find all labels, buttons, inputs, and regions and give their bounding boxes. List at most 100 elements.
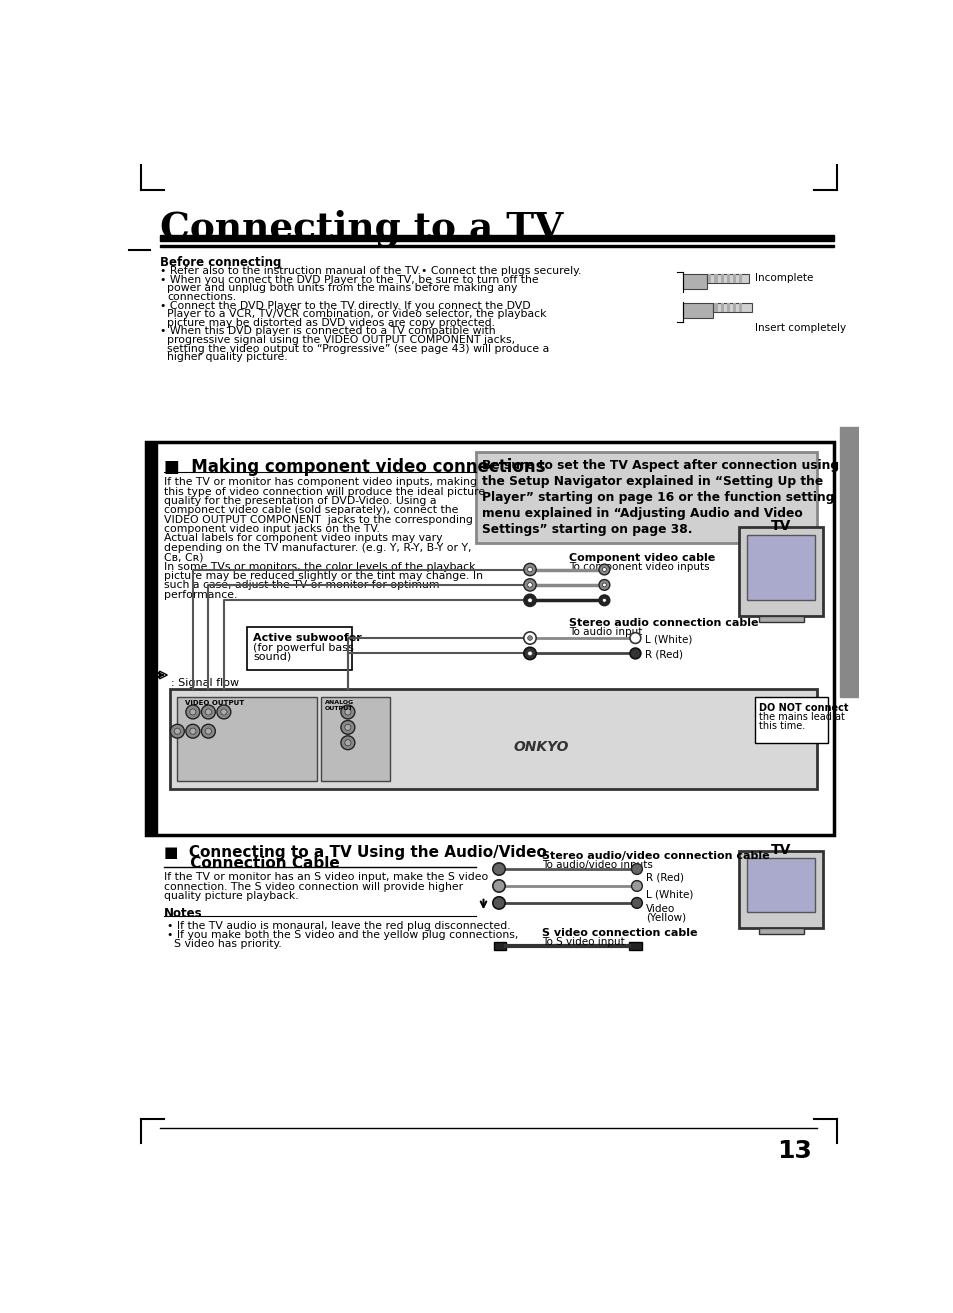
- Text: componect video cable (sold separately), connect the: componect video cable (sold separately),…: [164, 506, 458, 515]
- Circle shape: [523, 563, 536, 575]
- Bar: [732, 303, 736, 312]
- Text: • If you make both the S video and the yellow plug connections,: • If you make both the S video and the y…: [167, 930, 518, 940]
- Circle shape: [629, 633, 640, 643]
- Text: quality picture playback.: quality picture playback.: [164, 892, 298, 901]
- Text: TV: TV: [770, 843, 790, 857]
- Circle shape: [201, 725, 215, 738]
- Text: Before connecting: Before connecting: [159, 256, 280, 269]
- Circle shape: [523, 647, 536, 659]
- Text: • Connect the DVD Player to the TV directly. If you connect the DVD: • Connect the DVD Player to the TV direc…: [159, 301, 530, 311]
- Circle shape: [523, 595, 536, 607]
- Bar: [720, 303, 723, 312]
- Bar: [159, 246, 833, 247]
- Circle shape: [190, 709, 195, 716]
- Bar: [758, 616, 802, 622]
- Text: Player to a VCR, TV/VCR combination, or video selector, the playback: Player to a VCR, TV/VCR combination, or …: [167, 310, 546, 319]
- Text: To component video inputs: To component video inputs: [568, 562, 709, 571]
- Circle shape: [344, 709, 351, 716]
- Text: sound): sound): [253, 651, 292, 662]
- Bar: [629, 943, 641, 949]
- Text: ■  Connecting to a TV Using the Audio/Video: ■ Connecting to a TV Using the Audio/Vid…: [164, 846, 546, 860]
- Text: connection. The S video connection will provide higher: connection. The S video connection will …: [164, 882, 463, 892]
- Bar: [170, 689, 816, 789]
- Bar: [739, 274, 741, 284]
- Text: • If the TV audio is monaural, leave the red plug disconnected.: • If the TV audio is monaural, leave the…: [167, 920, 511, 931]
- Text: Connection Cable: Connection Cable: [164, 856, 339, 871]
- Bar: [706, 274, 748, 284]
- Text: menu explained in “Adjusting Audio and Video: menu explained in “Adjusting Audio and V…: [481, 507, 801, 520]
- Text: Be sure to set the TV Aspect after connection using: Be sure to set the TV Aspect after conne…: [481, 458, 839, 471]
- Text: this time.: this time.: [758, 721, 804, 731]
- Text: the mains lead at: the mains lead at: [758, 712, 843, 722]
- Bar: [682, 274, 706, 289]
- Text: quality for the presentation of DVD-Video. Using a: quality for the presentation of DVD-Vide…: [164, 496, 436, 506]
- Circle shape: [527, 567, 532, 572]
- Circle shape: [186, 725, 199, 738]
- Bar: [146, 442, 157, 835]
- Circle shape: [340, 705, 355, 720]
- Bar: [714, 274, 717, 284]
- Text: Connecting to a TV: Connecting to a TV: [159, 210, 562, 247]
- Text: VIDEO OUTPUT: VIDEO OUTPUT: [185, 700, 244, 706]
- Text: Actual labels for component video inputs may vary: Actual labels for component video inputs…: [164, 533, 442, 544]
- Text: • Refer also to the instruction manual of the TV.: • Refer also to the instruction manual o…: [159, 267, 420, 276]
- Circle shape: [186, 705, 199, 720]
- Bar: [758, 927, 802, 934]
- Text: To audio/video inputs: To audio/video inputs: [541, 860, 652, 869]
- Text: R (Red): R (Red): [644, 650, 682, 659]
- Text: Cʙ, Cʀ): Cʙ, Cʀ): [164, 553, 204, 562]
- Bar: [493, 943, 505, 949]
- Text: the Setup Navigator explained in “Setting Up the: the Setup Navigator explained in “Settin…: [481, 475, 822, 488]
- Bar: [840, 427, 858, 697]
- Text: setting the video output to “Progressive” (see page 43) will produce a: setting the video output to “Progressive…: [167, 344, 549, 353]
- Circle shape: [493, 897, 505, 909]
- Circle shape: [216, 705, 231, 720]
- Circle shape: [602, 583, 606, 587]
- Text: Stereo audio/video connection cable: Stereo audio/video connection cable: [541, 851, 768, 860]
- Text: ■  Making component video connections: ■ Making component video connections: [164, 458, 545, 475]
- Circle shape: [220, 709, 227, 716]
- Text: • When this DVD player is connected to a TV compatible with: • When this DVD player is connected to a…: [159, 327, 495, 336]
- Text: • Connect the plugs securely.: • Connect the plugs securely.: [421, 267, 581, 276]
- Text: Video: Video: [645, 905, 675, 914]
- Bar: [720, 274, 723, 284]
- Bar: [146, 442, 833, 835]
- Bar: [177, 697, 316, 781]
- Circle shape: [205, 729, 212, 734]
- Text: Stereo audio connection cable: Stereo audio connection cable: [568, 618, 758, 628]
- Text: ANALOG
OUTPUT: ANALOG OUTPUT: [324, 700, 354, 712]
- Text: (Yellow): (Yellow): [645, 913, 685, 923]
- Circle shape: [598, 579, 609, 591]
- Circle shape: [527, 597, 532, 603]
- Bar: [476, 453, 816, 544]
- Text: Player” starting on page 16 or the function setting: Player” starting on page 16 or the funct…: [481, 491, 834, 504]
- Text: VIDEO OUTPUT COMPONENT  jacks to the corresponding: VIDEO OUTPUT COMPONENT jacks to the corr…: [164, 515, 473, 525]
- Circle shape: [527, 583, 532, 587]
- Text: Notes: Notes: [164, 907, 203, 920]
- Bar: [754, 697, 827, 743]
- Bar: [247, 628, 352, 670]
- Bar: [707, 274, 711, 284]
- Text: TV: TV: [770, 520, 790, 533]
- Circle shape: [340, 735, 355, 750]
- Text: To S video input: To S video input: [541, 936, 623, 947]
- Text: 13: 13: [777, 1140, 811, 1163]
- Polygon shape: [159, 671, 167, 679]
- Text: DO NOT connect: DO NOT connect: [758, 702, 847, 713]
- Circle shape: [190, 729, 195, 734]
- Circle shape: [629, 649, 640, 659]
- Bar: [320, 697, 390, 781]
- Circle shape: [631, 881, 641, 892]
- Text: (for powerful bass: (for powerful bass: [253, 642, 354, 653]
- Text: ONKYO: ONKYO: [514, 739, 569, 754]
- Circle shape: [527, 635, 532, 641]
- Text: If the TV or monitor has component video inputs, making: If the TV or monitor has component video…: [164, 477, 476, 487]
- Bar: [159, 235, 833, 240]
- Circle shape: [598, 595, 609, 605]
- Text: In some TVs or monitors, the color levels of the playback: In some TVs or monitors, the color level…: [164, 562, 476, 571]
- Text: S video connection cable: S video connection cable: [541, 927, 697, 937]
- Text: If the TV or monitor has an S video input, make the S video: If the TV or monitor has an S video inpu…: [164, 872, 488, 882]
- Text: depending on the TV manufacturer. (e.g. Y, R-Y, B-Y or Y,: depending on the TV manufacturer. (e.g. …: [164, 542, 471, 553]
- Bar: [712, 303, 751, 312]
- Circle shape: [205, 709, 212, 716]
